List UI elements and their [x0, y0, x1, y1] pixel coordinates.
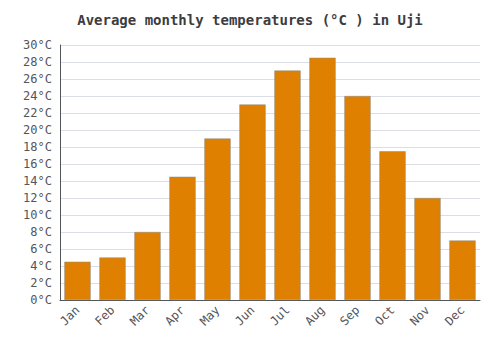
svg-text:Sep: Sep [337, 303, 362, 328]
svg-text:2°C: 2°C [30, 276, 52, 290]
svg-text:Jul: Jul [267, 303, 292, 328]
svg-text:Dec: Dec [442, 303, 467, 328]
svg-text:24°C: 24°C [23, 89, 52, 103]
svg-text:Average monthly temperatures (: Average monthly temperatures (°C ) in Uj… [77, 12, 423, 28]
svg-text:30°C: 30°C [23, 38, 52, 52]
svg-text:8°C: 8°C [30, 225, 52, 239]
svg-text:Apr: Apr [162, 303, 187, 328]
svg-text:Feb: Feb [92, 303, 117, 328]
svg-text:6°C: 6°C [30, 242, 52, 256]
svg-text:12°C: 12°C [23, 191, 52, 205]
svg-text:28°C: 28°C [23, 55, 52, 69]
svg-text:20°C: 20°C [23, 123, 52, 137]
svg-text:Mar: Mar [127, 303, 152, 328]
svg-text:22°C: 22°C [23, 106, 52, 120]
svg-text:16°C: 16°C [23, 157, 52, 171]
svg-text:Nov: Nov [407, 303, 432, 328]
svg-text:Oct: Oct [372, 303, 397, 328]
svg-text:4°C: 4°C [30, 259, 52, 273]
svg-text:0°C: 0°C [30, 293, 52, 307]
svg-text:Aug: Aug [302, 303, 327, 328]
svg-text:26°C: 26°C [23, 72, 52, 86]
svg-text:Jan: Jan [57, 303, 82, 328]
svg-text:May: May [197, 303, 222, 328]
svg-text:18°C: 18°C [23, 140, 52, 154]
svg-text:10°C: 10°C [23, 208, 52, 222]
svg-text:14°C: 14°C [23, 174, 52, 188]
svg-text:Jun: Jun [232, 303, 257, 328]
